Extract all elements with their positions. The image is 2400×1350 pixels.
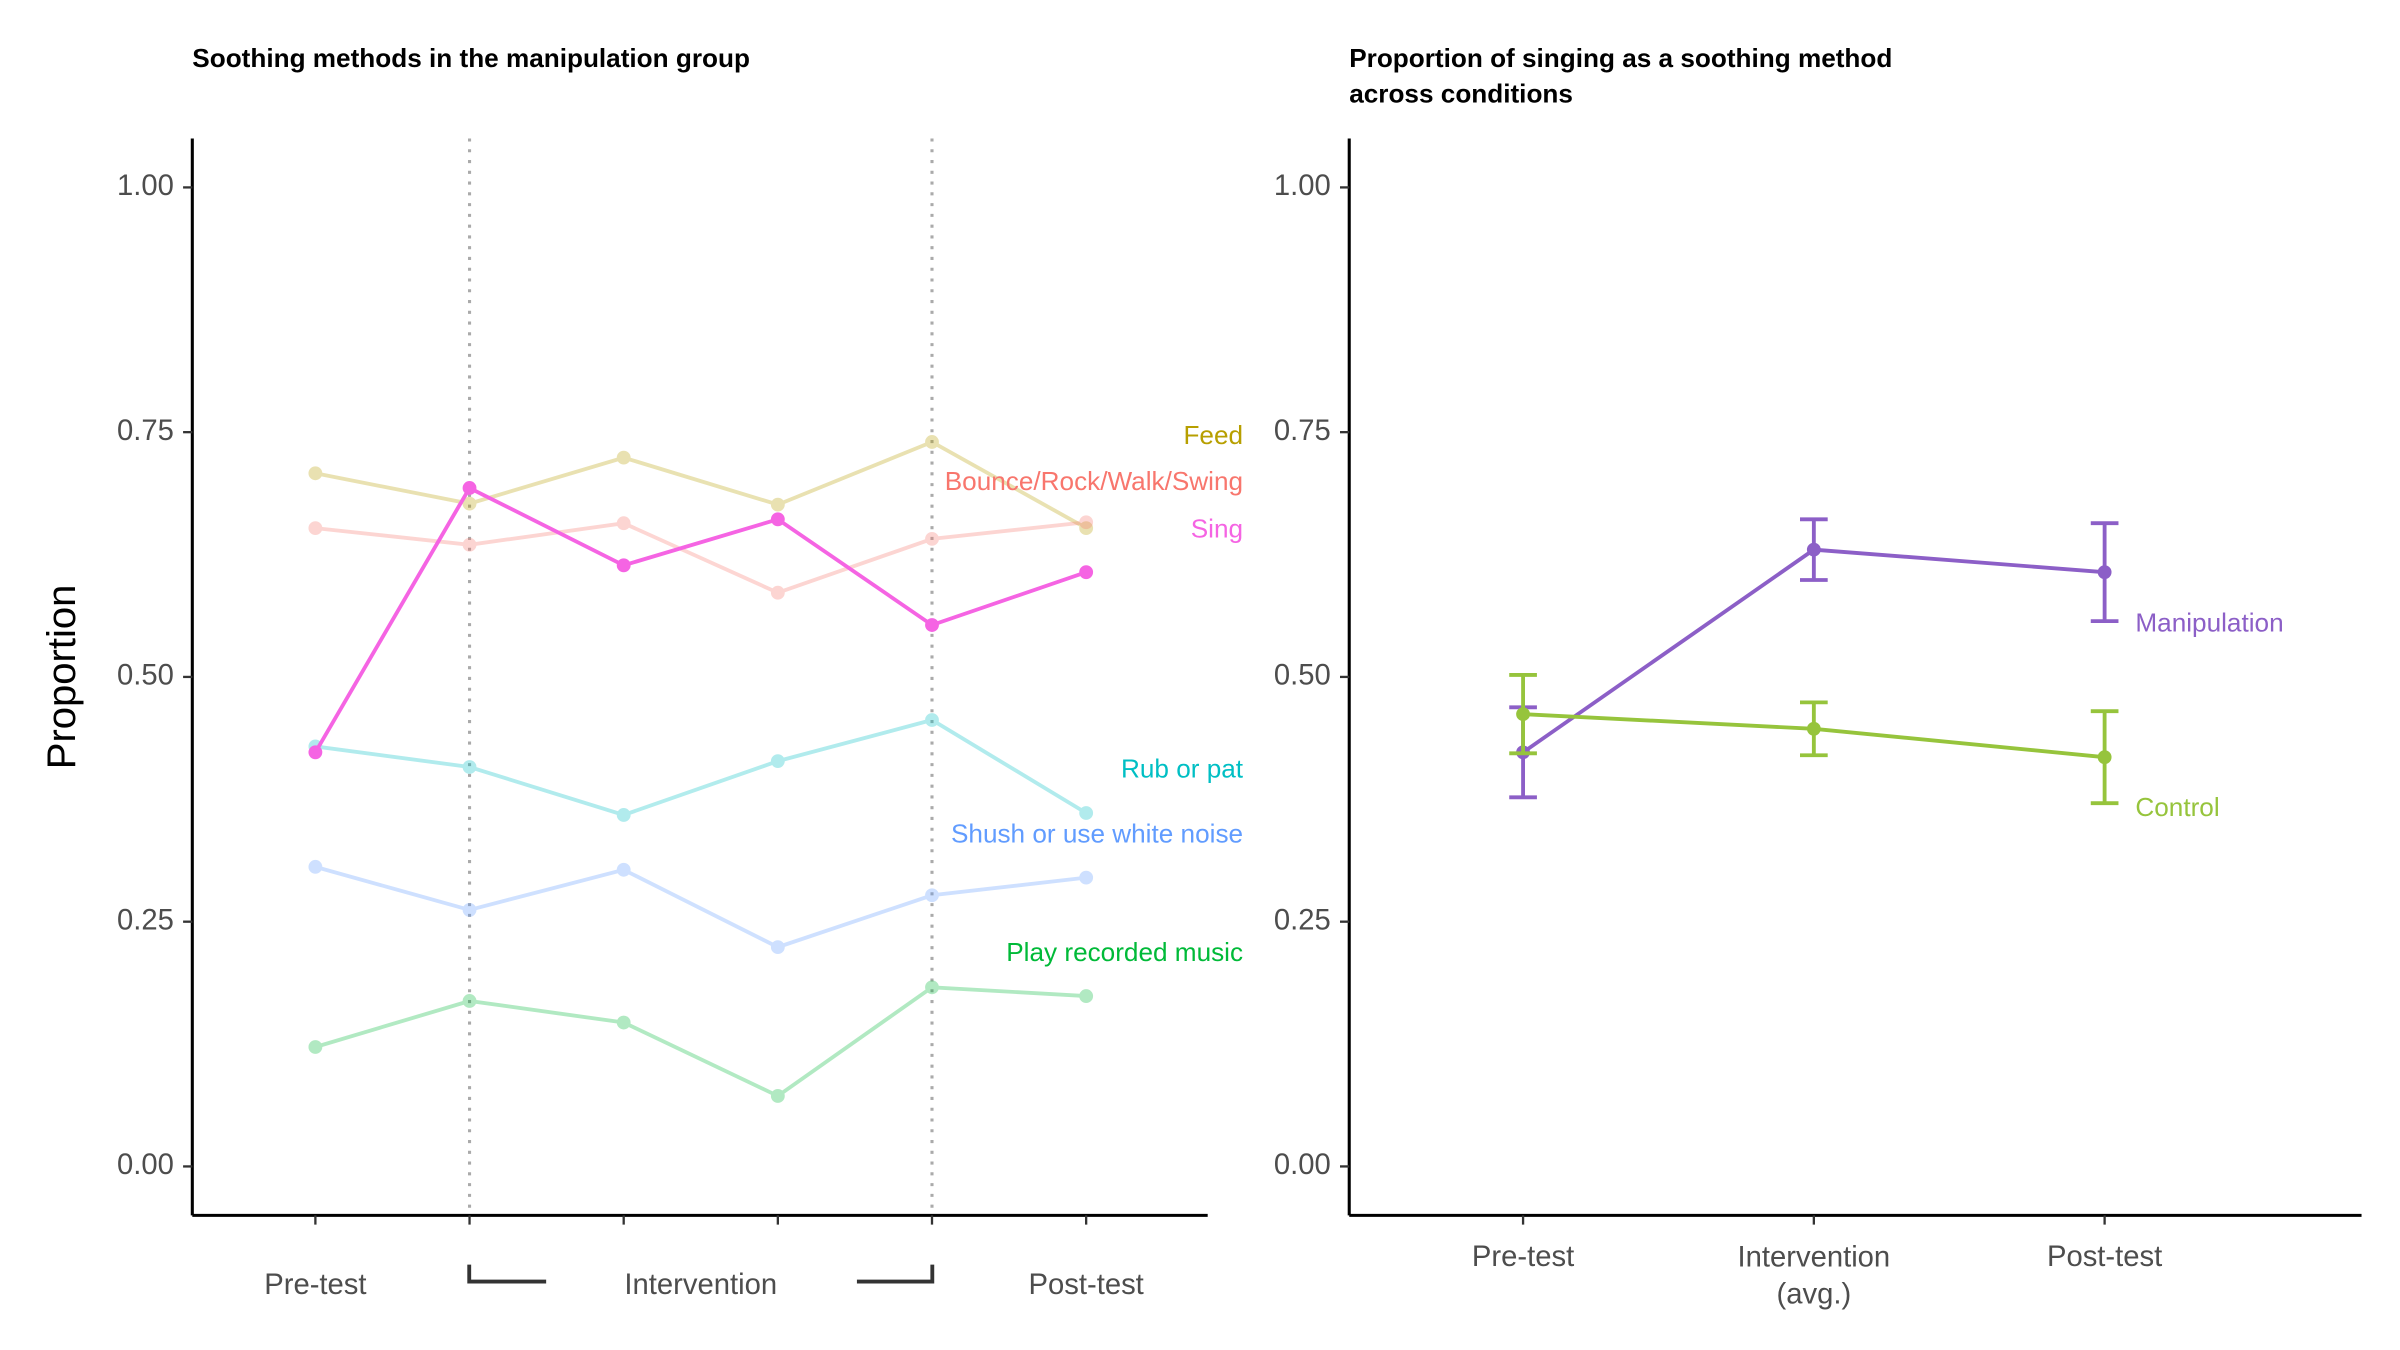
data-point — [770, 512, 785, 527]
data-point — [1079, 515, 1094, 530]
data-point — [925, 531, 939, 546]
data-point — [308, 745, 323, 760]
data-point — [1079, 989, 1094, 1004]
series — [308, 515, 1094, 600]
bracket — [467, 1264, 935, 1284]
data-point — [770, 940, 785, 955]
y-tick-label: 0.00 — [1274, 1149, 1331, 1181]
data-point — [1516, 707, 1530, 722]
data-point — [1079, 521, 1094, 536]
data-point — [2097, 750, 2112, 765]
series-label: Sing — [1191, 514, 1243, 544]
y-tick-label: 0.50 — [1274, 660, 1331, 692]
chart-title: Proportion of singing as a soothing meth… — [1349, 43, 1892, 73]
chart-title: across conditions — [1349, 78, 1573, 108]
data-point — [462, 760, 477, 774]
data-point — [308, 466, 323, 481]
y-tick-label: 0.25 — [117, 904, 174, 936]
series-line — [315, 717, 1088, 817]
series-label: Feed — [1183, 420, 1243, 450]
series-line — [313, 485, 1087, 754]
data-point — [1806, 542, 1821, 557]
data-point — [616, 450, 631, 465]
x-tick-label: Pre-test — [264, 1269, 366, 1301]
series-line — [315, 520, 1087, 595]
series-line — [314, 865, 1087, 950]
data-point — [925, 435, 939, 449]
data-point — [616, 808, 631, 822]
x-bracket-label: Intervention — [624, 1269, 777, 1301]
y-tick-label: 0.00 — [117, 1149, 174, 1181]
data-point — [1079, 806, 1094, 820]
bracket-left — [467, 1264, 547, 1284]
bracket-right — [856, 1264, 935, 1284]
data-point — [308, 521, 323, 536]
y-tick-label: 1.00 — [117, 170, 174, 202]
data-point — [616, 516, 631, 531]
data-point — [616, 558, 631, 573]
series-label: Manipulation — [2135, 608, 2283, 638]
series-line — [315, 439, 1088, 530]
data-point — [925, 618, 939, 632]
series-label: Bounce/Rock/Walk/Swing — [945, 466, 1243, 496]
data-point — [770, 585, 785, 600]
data-point — [1079, 870, 1094, 885]
data-point — [616, 862, 631, 877]
y-tick-label: 0.50 — [117, 660, 174, 692]
data-point — [925, 980, 939, 995]
data-point — [1079, 565, 1094, 580]
data-point — [925, 888, 939, 903]
x-tick-label: Intervention (avg.) — [1738, 1241, 1891, 1310]
series — [308, 713, 1094, 822]
data-point — [462, 537, 477, 552]
data-point — [462, 496, 477, 511]
series-label: Play recorded music — [1006, 937, 1243, 967]
data-point — [770, 1089, 785, 1103]
data-point — [770, 754, 785, 769]
y-tick-label: 0.25 — [1274, 904, 1331, 936]
x-tick-label-line: (avg.) — [1776, 1278, 1851, 1310]
series — [308, 435, 1094, 536]
series — [308, 481, 1094, 760]
data-point — [462, 903, 477, 917]
x-tick-label: Post-test — [1029, 1269, 1144, 1301]
series — [308, 980, 1094, 1103]
data-point — [308, 859, 323, 874]
series — [1509, 673, 2119, 806]
series-label: Shush or use white noise — [951, 818, 1243, 848]
data-point — [1806, 721, 1821, 736]
series-line — [314, 985, 1087, 1099]
data-point — [770, 497, 785, 512]
data-point — [616, 1015, 631, 1030]
data-point — [462, 994, 477, 1008]
x-tick-label: Pre-test — [1472, 1241, 1574, 1273]
y-axis-label: Proportion — [40, 585, 84, 770]
series — [308, 859, 1094, 955]
series-label: Rub or pat — [1121, 754, 1244, 784]
y-tick-label: 0.75 — [117, 415, 174, 447]
y-tick-label: 1.00 — [1274, 170, 1331, 202]
series — [1509, 517, 2119, 800]
x-tick-label-line: Intervention — [1738, 1241, 1891, 1273]
chart-title: Soothing methods in the manipulation gro… — [192, 43, 750, 73]
series-label: Control — [2135, 792, 2219, 822]
data-point — [462, 481, 477, 495]
x-tick-label: Post-test — [2047, 1241, 2162, 1273]
data-point — [308, 1040, 323, 1054]
y-tick-label: 0.75 — [1274, 415, 1331, 447]
data-point — [2097, 565, 2112, 580]
data-point — [925, 713, 939, 727]
